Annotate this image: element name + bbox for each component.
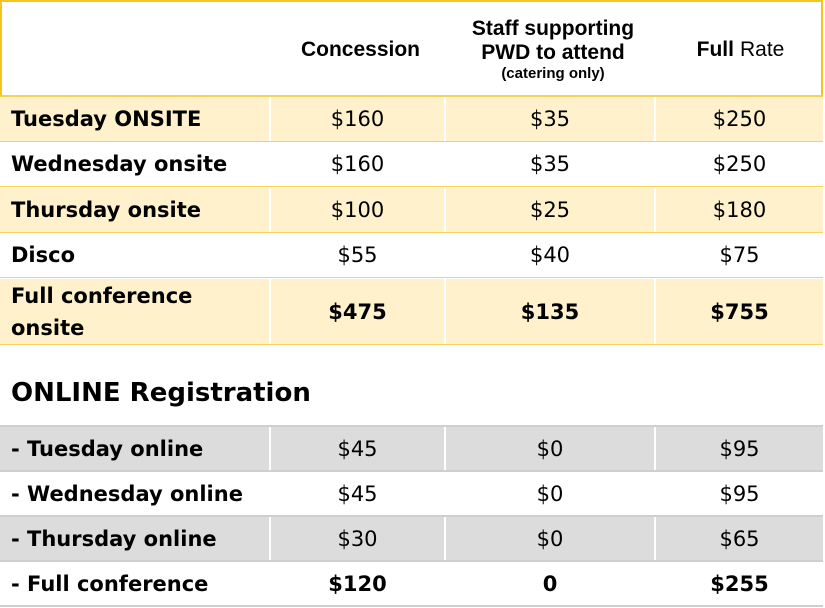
concession-price: $55 — [271, 233, 446, 277]
row-label: - Wednesday online — [0, 472, 271, 515]
staff-price: $40 — [446, 233, 656, 277]
full-price: $75 — [719, 243, 760, 267]
row-label: Thursday onsite — [0, 188, 271, 232]
concession-price: $160 — [271, 142, 446, 186]
staff-price: 0 — [446, 562, 656, 605]
concession-price: $475 — [271, 279, 446, 344]
table-row: Wednesday onsite $160 $35 $250 — [0, 142, 823, 187]
full-price: $95 — [719, 481, 760, 506]
staff-price: $35 — [446, 97, 656, 141]
concession-price: $160 — [271, 97, 446, 141]
full-price: $95 — [719, 436, 760, 461]
header-staff-line1: Staff supporting — [471, 17, 635, 40]
row-label: Disco — [0, 233, 271, 277]
full-price: $180 — [712, 198, 767, 222]
table-row: - Wednesday online $45 $0 $95 — [0, 472, 823, 517]
concession-price: $45 — [271, 472, 446, 515]
table-row: - Thursday online $30 $0 $65 — [0, 517, 823, 562]
staff-price: $0 — [446, 472, 656, 515]
header-staff: Staff supporting PWD to attend (catering… — [448, 2, 658, 97]
row-label: Full conference onsite — [0, 279, 271, 344]
row-label: - Thursday online — [0, 517, 271, 560]
concession-price: $30 — [271, 517, 446, 560]
table-header: Concession Staff supporting PWD to atten… — [0, 0, 823, 97]
header-full-rate: Full Rate — [658, 2, 823, 97]
row-label: - Tuesday online — [0, 427, 271, 470]
table-row: Thursday onsite $100 $25 $180 — [0, 188, 823, 233]
table-row: - Tuesday online $45 $0 $95 — [0, 427, 823, 472]
header-concession: Concession — [273, 2, 448, 97]
header-concession-label: Concession — [300, 37, 421, 61]
table-row: Disco $55 $40 $75 — [0, 233, 823, 278]
table-row-total: Full conference onsite $475 $135 $755 — [0, 279, 823, 345]
full-price: $250 — [712, 107, 767, 131]
online-section-title: ONLINE Registration — [11, 378, 311, 408]
row-label: - Full conference — [0, 562, 271, 605]
row-label: Tuesday ONSITE — [0, 97, 271, 141]
concession-price: $120 — [271, 562, 446, 605]
concession-price: $45 — [271, 427, 446, 470]
full-price: $65 — [719, 526, 760, 551]
row-label: Wednesday onsite — [0, 142, 271, 186]
staff-price: $0 — [446, 427, 656, 470]
header-staff-line2: PWD to attend — [481, 41, 625, 64]
table-row-total: - Full conference $120 0 $255 — [0, 562, 823, 607]
staff-price: $0 — [446, 517, 656, 560]
full-price: $755 — [710, 299, 769, 324]
header-full-bold: Full — [696, 37, 734, 61]
header-staff-note: (catering only) — [501, 65, 605, 82]
staff-price: $35 — [446, 142, 656, 186]
table-row: Tuesday ONSITE $160 $35 $250 — [0, 97, 823, 142]
staff-price: $25 — [446, 188, 656, 232]
staff-price: $135 — [446, 279, 656, 344]
full-price: $250 — [712, 152, 767, 176]
header-full-rest: Rate — [739, 37, 785, 61]
concession-price: $100 — [271, 188, 446, 232]
divider — [0, 425, 823, 427]
full-price: $255 — [710, 571, 769, 596]
